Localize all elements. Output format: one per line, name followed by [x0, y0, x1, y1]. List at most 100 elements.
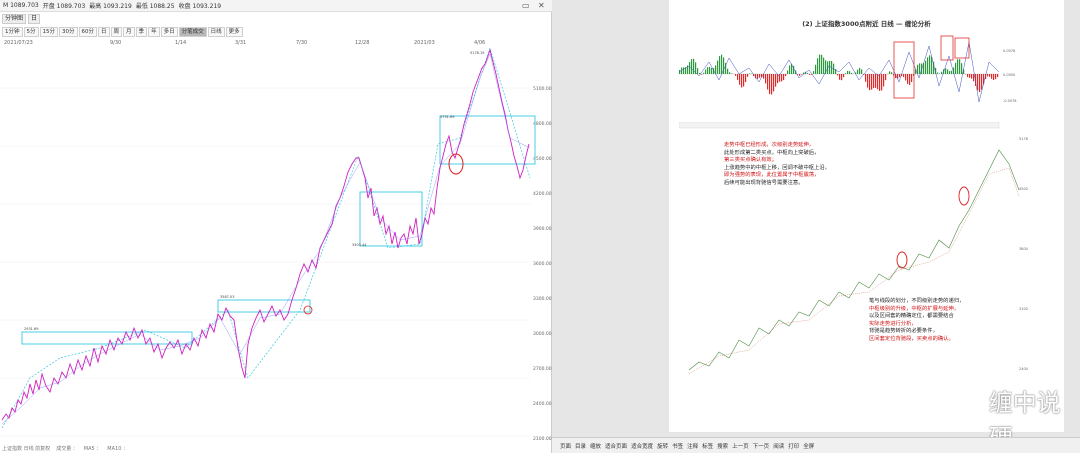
tab-minute[interactable]: 分钟图 — [2, 14, 27, 24]
macd-bar — [963, 69, 965, 74]
macd-bar — [717, 60, 719, 74]
pdf-toolbar-button[interactable]: 全屏 — [803, 443, 815, 450]
svg-text:5178: 5178 — [1019, 137, 1028, 141]
pdf-toolbar-button[interactable]: 标签 — [702, 443, 714, 450]
macd-bar — [993, 74, 995, 80]
title-item: 开盘 1089.703 — [42, 3, 86, 10]
pdf-toolbar-button[interactable]: 注释 — [687, 443, 699, 450]
macd-bar — [765, 74, 767, 84]
annotation-line: 第三类买点确认有效； — [724, 157, 777, 163]
macd-bar — [785, 74, 787, 77]
pdf-toolbar-button[interactable]: 打印 — [788, 443, 800, 450]
macd-bar — [809, 74, 811, 75]
macd-bar — [699, 72, 701, 74]
macd-bar — [685, 67, 687, 74]
macd-bar — [849, 71, 851, 74]
macd-bar — [951, 70, 953, 74]
svg-text:4500: 4500 — [1019, 187, 1028, 191]
macd-bar — [913, 74, 915, 76]
macd-bar — [713, 68, 715, 74]
period-button[interactable]: 周 — [110, 27, 123, 37]
macd-bar — [777, 74, 779, 84]
pdf-toolbar-button[interactable]: 上一页 — [732, 443, 749, 450]
date-strip — [679, 122, 1000, 129]
period-button[interactable]: 年 — [148, 27, 160, 37]
macd-bar — [793, 65, 795, 74]
pdf-toolbar-button[interactable]: 阅读 — [773, 443, 785, 450]
period-button[interactable]: 更多 — [225, 27, 243, 37]
macd-bar — [893, 74, 895, 76]
pdf-toolbar-button[interactable]: 书签 — [672, 443, 684, 450]
macd-bar — [975, 74, 977, 86]
price-label: 5100.00 — [533, 86, 552, 92]
period-button[interactable]: 多日 — [160, 27, 178, 37]
pdf-toolbar-button[interactable]: 适合宽度 — [631, 443, 654, 450]
tab-day[interactable]: 日 — [28, 14, 41, 24]
macd-bar — [837, 74, 839, 76]
pdf-toolbar-button[interactable]: 缩放 — [590, 443, 602, 450]
macd-bar — [947, 69, 949, 74]
macd-bar — [737, 74, 739, 80]
svg-text:5178.19: 5178.19 — [470, 51, 484, 55]
macd-bar — [905, 74, 907, 81]
date-label: 1/14 — [175, 40, 187, 46]
macd-bar — [873, 74, 875, 89]
macd-bar — [937, 72, 939, 74]
pivot-box — [217, 299, 311, 313]
pdf-toolbar-button[interactable]: 下一页 — [752, 443, 770, 450]
macd-bar — [747, 74, 749, 77]
pdf-toolbar-button[interactable]: 旋转 — [657, 443, 669, 450]
pdf-toolbar-button[interactable]: 目录 — [575, 443, 587, 450]
date-axis: 2021/07/23 9/30 1/14 3/31 7/30 12/28 202… — [0, 40, 530, 48]
annotation-block-2: 笔与线段的划分，不同级别走势的递归， 中枢级别的升级，中枢的扩展与延伸， 以及区… — [869, 298, 999, 343]
macd-bar — [901, 74, 903, 77]
macd-bar — [885, 74, 887, 81]
period-button[interactable]: 日线 — [207, 27, 225, 37]
macd-bar — [941, 71, 943, 74]
indicator-label: MA5 ： — [83, 445, 102, 452]
price-label: 2400.00 — [533, 401, 552, 407]
annotation-line: 中枢级别的升级，中枢的扩展与延伸， — [869, 305, 960, 312]
period-button[interactable]: 60分 — [78, 27, 97, 37]
candlestick-chart[interactable]: 5100.00 4800.00 4500.00 4200.00 3900.00 3600.… — [0, 48, 552, 443]
macd-bar — [935, 67, 937, 74]
minimize-icon[interactable]: ▭ — [522, 1, 530, 10]
macd-bar — [857, 69, 859, 74]
svg-text:3800: 3800 — [1019, 247, 1028, 251]
period-button[interactable]: 30分 — [59, 27, 78, 37]
period-button[interactable]: 季 — [135, 27, 148, 37]
indicator-label: 成交量 ： — [56, 445, 78, 452]
pdf-toolbar-button[interactable]: 适合页面 — [605, 443, 628, 450]
macd-bar — [945, 68, 947, 74]
period-button[interactable]: 日 — [98, 27, 110, 37]
macd-bar — [925, 60, 927, 74]
period-button[interactable]: 5分 — [23, 27, 39, 37]
price-label: 2700.00 — [533, 366, 552, 372]
macd-bar — [729, 72, 731, 74]
period-button[interactable]: 15分 — [39, 27, 58, 37]
close-icon[interactable]: ✕ — [538, 1, 545, 10]
macd-bar — [867, 74, 869, 88]
macd-bar — [877, 74, 879, 90]
pdf-toolbar-button[interactable]: 搜索 — [717, 443, 729, 450]
macd-bar — [961, 63, 963, 74]
macd-bar — [739, 74, 741, 85]
highlight-box — [940, 35, 954, 61]
macd-bar — [859, 67, 861, 74]
macd-bar — [921, 63, 923, 74]
period-button[interactable]: 分笔成交 — [178, 27, 207, 37]
period-button[interactable]: 1分钟 — [2, 27, 23, 37]
annotation-line: 实际走势进行分析， — [869, 320, 917, 327]
macd-bar — [987, 74, 989, 77]
macd-bar — [889, 71, 891, 74]
pdf-page[interactable]: (2) 上证指数3000点附近 日线 — 缠论分析 0.0078 0.0000 -0… — [669, 0, 1064, 432]
period-button[interactable]: 月 — [123, 27, 135, 37]
annotation-line: 笔与线段的划分，不同级别走势的递归， — [869, 298, 965, 304]
pdf-toolbar-button[interactable]: 页面 — [560, 443, 572, 450]
annotation-line: 以及区间套的精确定位，都需要结合 — [869, 313, 954, 319]
macd-bar — [953, 67, 955, 74]
date-label: 2021/03 — [414, 40, 435, 46]
pivot-box — [359, 191, 423, 247]
macd-bar — [897, 74, 899, 79]
price-label: 4200.00 — [533, 191, 552, 197]
